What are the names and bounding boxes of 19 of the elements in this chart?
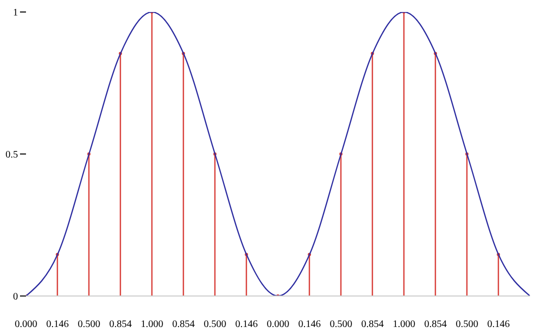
x-tick-label: 0.146 [235,319,258,330]
x-tick-label: 0.146 [46,319,69,330]
x-tick-label: 0.146 [487,319,510,330]
y-tick-label: 0.5 [6,150,18,161]
x-tick-label: 0.000 [266,319,290,330]
x-tick-label: 0.854 [172,319,195,330]
x-tick-label: 0.854 [361,319,384,330]
x-tick-label: 0.000 [14,319,38,330]
y-tick-label: 1 [13,8,18,19]
x-tick-label: 1.000 [140,319,164,330]
x-tick-label: 0.854 [424,319,447,330]
x-tick-label: 0.500 [456,319,478,330]
x-tick-label: 0.146 [298,319,321,330]
x-tick-label: 0.500 [78,319,100,330]
x-tick-label: 0.500 [330,319,352,330]
x-tick-label: 1.000 [392,319,416,330]
x-tick-label: 0.500 [204,319,226,330]
x-tick-label: 0.854 [109,319,132,330]
y-tick-label: 0 [13,292,18,303]
